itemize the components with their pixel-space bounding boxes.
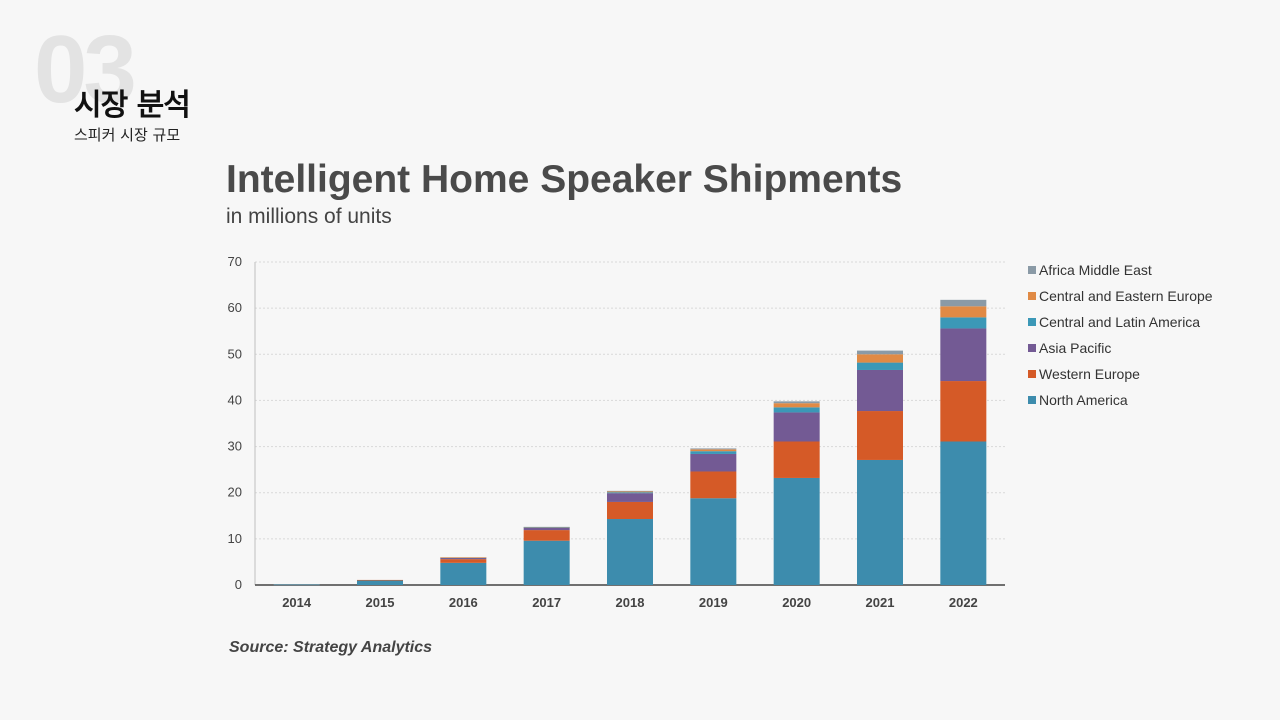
bar-segment xyxy=(690,498,737,585)
y-tick-label: 60 xyxy=(228,300,242,315)
bar-segment xyxy=(440,557,487,560)
bar-segment xyxy=(773,441,820,478)
bar-segment xyxy=(607,491,653,493)
bar-segment xyxy=(607,519,653,585)
bar-segment xyxy=(523,527,570,531)
legend-label: Africa Middle East xyxy=(1039,262,1152,278)
bar-segment xyxy=(857,459,903,585)
section-number: 03 xyxy=(34,16,137,123)
legend-label: North America xyxy=(1039,392,1128,408)
bar-segment xyxy=(940,299,987,307)
y-tick-label: 40 xyxy=(228,392,242,407)
legend-swatch xyxy=(1028,292,1036,300)
bar-segment xyxy=(607,490,653,492)
x-tick-label: 2022 xyxy=(949,595,978,610)
x-tick-label: 2020 xyxy=(782,595,811,610)
legend-swatch xyxy=(1028,266,1036,274)
section-title: 시장 분석 xyxy=(74,88,191,123)
bar-segment xyxy=(857,350,903,355)
bar-segment xyxy=(273,584,320,586)
legend-swatch xyxy=(1028,396,1036,404)
bar-segment xyxy=(607,492,653,494)
bar-segment xyxy=(607,501,653,520)
legend-item: Central and Eastern Europe xyxy=(1028,283,1213,309)
y-tick-label: 20 xyxy=(228,485,242,500)
x-tick-label: 2016 xyxy=(449,595,478,610)
bar-segment xyxy=(857,362,903,370)
bar-segment xyxy=(690,453,737,472)
bar-segment xyxy=(940,441,987,585)
legend-swatch xyxy=(1028,344,1036,352)
bar-segment xyxy=(773,401,820,404)
bar-segment xyxy=(940,317,987,329)
bar-segment xyxy=(773,403,820,408)
bar-segment xyxy=(857,354,903,363)
chart-subtitle: in millions of units xyxy=(226,205,392,228)
legend-label: Central and Latin America xyxy=(1039,314,1201,330)
bar-segment xyxy=(523,526,570,528)
legend-item: Africa Middle East xyxy=(1028,257,1213,283)
legend-item: North America xyxy=(1028,387,1213,413)
bar-segment xyxy=(857,369,903,412)
bar-segment xyxy=(523,540,570,585)
legend-item: Western Europe xyxy=(1028,361,1213,387)
y-tick-label: 50 xyxy=(228,346,242,361)
bar-segment xyxy=(357,580,403,585)
bar-segment xyxy=(690,451,737,454)
bar-segment xyxy=(357,579,403,581)
x-tick-label: 2015 xyxy=(366,595,395,610)
source-note: Source: Strategy Analytics xyxy=(229,639,433,656)
bar-segment xyxy=(690,448,737,450)
y-tick-label: 10 xyxy=(228,531,242,546)
chart-legend: Africa Middle East Central and Eastern Eu… xyxy=(1028,257,1213,413)
y-tick-label: 70 xyxy=(228,254,242,269)
legend-item: Central and Latin America xyxy=(1028,309,1213,335)
bar-segment xyxy=(440,557,487,558)
bar-segment xyxy=(773,412,820,442)
x-tick-label: 2018 xyxy=(616,595,645,610)
legend-label: Western Europe xyxy=(1039,366,1140,382)
x-tick-label: 2019 xyxy=(699,595,728,610)
section-subtitle: 스피커 시장 규모 xyxy=(74,126,181,144)
bar-segment xyxy=(773,477,820,585)
bar-segment xyxy=(940,381,987,442)
chart-title: Intelligent Home Speaker Shipments xyxy=(226,158,903,201)
bar-segment xyxy=(773,407,820,413)
x-tick-label: 2014 xyxy=(282,595,312,610)
bar-segment xyxy=(440,562,487,585)
legend-label: Central and Eastern Europe xyxy=(1039,288,1213,304)
bar-segment xyxy=(440,559,487,563)
bar-segment xyxy=(690,449,737,452)
bar-segment xyxy=(857,411,903,460)
legend-swatch xyxy=(1028,370,1036,378)
bar-segment xyxy=(940,328,987,382)
bar-segment xyxy=(523,530,570,541)
legend-item: Asia Pacific xyxy=(1028,335,1213,361)
legend-label: Asia Pacific xyxy=(1039,340,1112,356)
bar-segment xyxy=(940,306,987,318)
x-tick-label: 2017 xyxy=(532,595,561,610)
bar-segment xyxy=(690,471,737,499)
y-tick-label: 0 xyxy=(235,577,242,592)
y-tick-label: 30 xyxy=(228,439,242,454)
bar-segment xyxy=(607,493,653,502)
legend-swatch xyxy=(1028,318,1036,326)
x-tick-label: 2021 xyxy=(866,595,895,610)
